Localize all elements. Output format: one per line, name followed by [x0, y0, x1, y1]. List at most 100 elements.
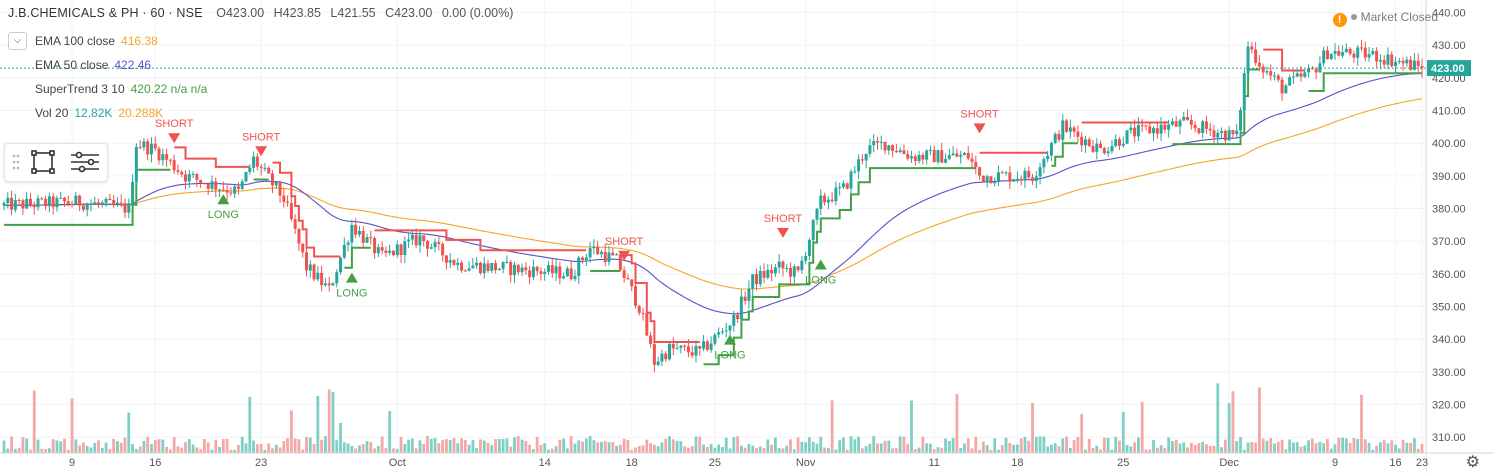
volume-bar: [792, 449, 796, 453]
volume-bar: [600, 442, 603, 453]
volume-bar: [910, 400, 913, 453]
volume-bar: [1171, 441, 1174, 453]
volume-bar: [184, 442, 187, 453]
candlesticks: [2, 40, 1424, 373]
candle-body: [573, 275, 577, 280]
volume-bar: [626, 440, 630, 453]
candle-body: [1110, 145, 1114, 152]
legend-supertrend[interactable]: SuperTrend 3 10 420.22 n/a n/a: [35, 82, 207, 96]
symbol-title[interactable]: J.B.CHEMICALS & PH · 60 · NSE: [8, 6, 203, 20]
candle-body: [1227, 130, 1231, 141]
candle-body: [1178, 120, 1182, 127]
candle-body: [978, 167, 982, 176]
candle-body: [501, 262, 505, 269]
candle-body: [951, 153, 955, 156]
candle-body: [316, 272, 320, 280]
candle-body: [380, 247, 384, 251]
candle-body: [342, 244, 346, 258]
candle-body: [1174, 121, 1178, 127]
volume-bar: [679, 441, 683, 453]
candle-body: [860, 159, 864, 161]
legend-volume[interactable]: Vol 20 12.82K 20.288K: [35, 106, 163, 120]
candle-body: [1261, 66, 1265, 73]
price-tick-label: 310.00: [1432, 432, 1466, 444]
volume-bar: [384, 447, 388, 453]
long-label: LONG: [208, 209, 239, 221]
volume-bar: [879, 443, 883, 453]
long-arrow-icon: [814, 259, 827, 270]
volume-bar: [1159, 445, 1163, 453]
volume-bar: [150, 444, 153, 453]
volume-bar: [687, 447, 690, 453]
volume-bar: [501, 438, 505, 453]
volume-bar: [819, 436, 823, 453]
candle-body: [350, 224, 354, 243]
candle-body: [478, 262, 482, 274]
volume-bar: [547, 449, 550, 453]
volume-bar: [1110, 449, 1114, 453]
volume-bar: [925, 443, 929, 453]
supertrend-up: [4, 168, 171, 226]
collapse-legend-button[interactable]: ⌵: [8, 32, 27, 50]
volume-bar: [1042, 436, 1046, 453]
candle-body: [376, 247, 380, 254]
drag-handle-icon[interactable]: [12, 154, 20, 170]
volume-bar: [259, 443, 263, 453]
rectangle-tool-icon[interactable]: [31, 150, 55, 174]
volume-bar: [1367, 442, 1371, 453]
volume-bar: [721, 447, 724, 453]
volume-bar: [1348, 442, 1352, 453]
volume-bar: [127, 412, 131, 453]
candle-body: [584, 257, 588, 260]
volume-bar: [21, 437, 25, 453]
volume-bar: [951, 437, 955, 453]
volume-bar: [199, 449, 203, 453]
volume-bar: [32, 390, 36, 453]
candle-body: [1087, 139, 1091, 147]
settings-lines-icon[interactable]: [71, 151, 99, 173]
candle-body: [830, 199, 834, 202]
candle-body: [373, 238, 377, 254]
candle-body: [32, 204, 36, 208]
candle-body: [1049, 142, 1053, 156]
volume-bar: [1375, 445, 1379, 453]
candle-body: [524, 267, 528, 271]
volume-bar: [218, 446, 221, 453]
supertrend-down: [1263, 48, 1305, 72]
candle-body: [785, 267, 789, 269]
candle-body: [308, 264, 312, 271]
price-tick-label: 390.00: [1432, 171, 1466, 183]
candle-body: [331, 283, 335, 286]
candle-body: [97, 202, 101, 204]
volume-bar: [966, 438, 970, 453]
candle-body: [577, 257, 581, 276]
volume-bar: [671, 439, 675, 453]
volume-bar: [1394, 444, 1397, 453]
volume-bar: [1258, 387, 1261, 453]
candle-body: [119, 202, 123, 204]
candle-body: [165, 154, 169, 160]
candle-body: [161, 154, 165, 161]
gear-icon[interactable]: ⚙: [1465, 454, 1480, 471]
candle-body: [28, 198, 32, 205]
legend-ema50[interactable]: EMA 50 close 422.46: [35, 58, 151, 72]
volume-bar: [566, 448, 569, 453]
candle-body: [789, 267, 793, 277]
candle-body: [1019, 178, 1023, 181]
candle-body: [826, 199, 830, 203]
volume-bar: [410, 438, 414, 453]
volume-bar: [1000, 445, 1004, 453]
market-status[interactable]: ! Market Closed: [1332, 10, 1438, 27]
candle-body: [1356, 47, 1360, 58]
volume-bar: [29, 449, 32, 453]
volume-bar: [728, 448, 732, 453]
legend-ema100[interactable]: EMA 100 close 416.38: [35, 34, 158, 48]
candle-body: [6, 197, 10, 203]
volume-bar: [104, 442, 108, 453]
volume-bar: [1405, 442, 1409, 453]
volume-bar: [426, 436, 429, 453]
volume-bar: [1084, 449, 1087, 453]
volume-bar: [607, 442, 611, 453]
candle-body: [301, 243, 305, 253]
